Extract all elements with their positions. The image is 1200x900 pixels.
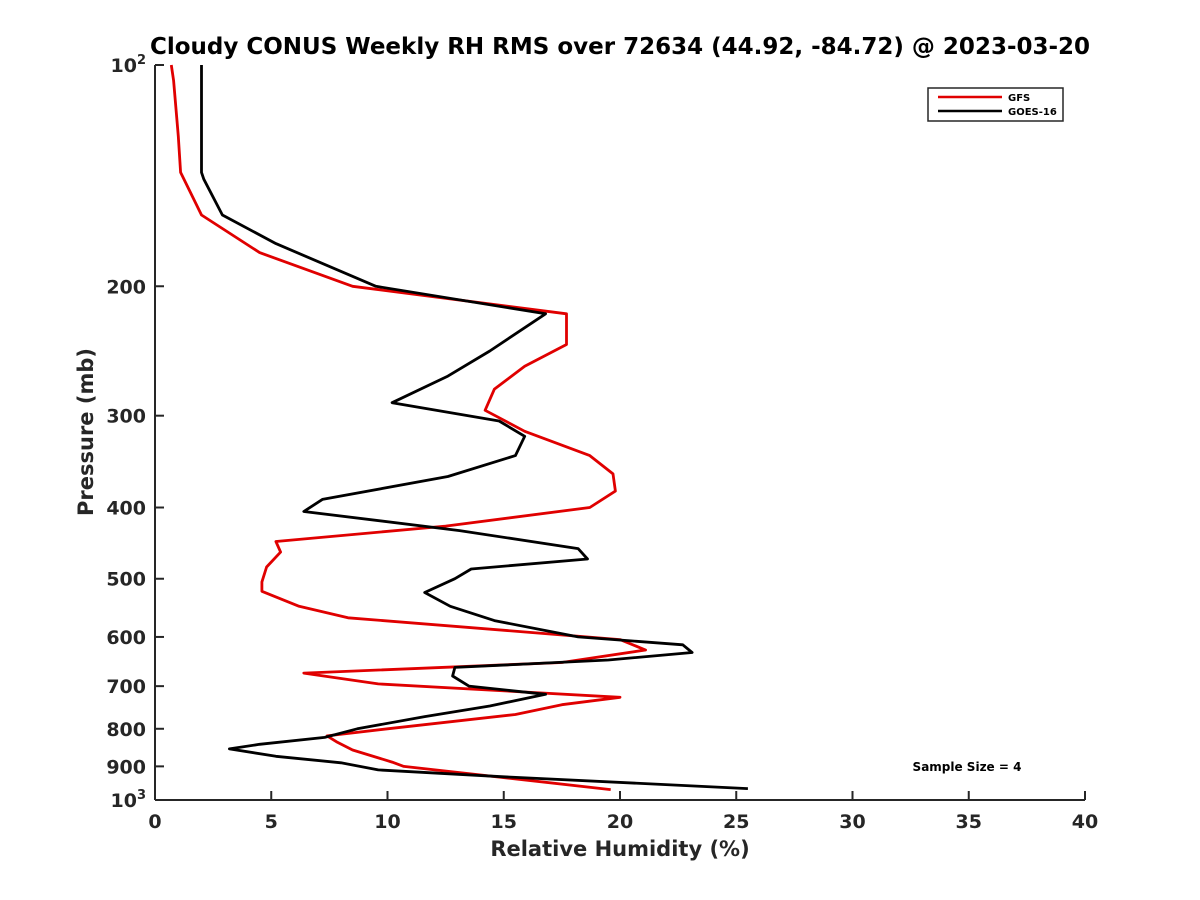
chart-title: Cloudy CONUS Weekly RH RMS over 72634 (4… bbox=[150, 34, 1090, 60]
x-tick-label: 25 bbox=[723, 811, 749, 833]
y-tick-label: 900 bbox=[106, 756, 146, 778]
axes bbox=[154, 65, 1085, 801]
y-tick-label: 400 bbox=[106, 498, 146, 520]
y-tick-label: 300 bbox=[106, 406, 146, 428]
legend: GFS GOES-16 bbox=[927, 87, 1064, 122]
y-tick-label-base: 700 bbox=[106, 676, 146, 698]
y-tick-label-base: 10 bbox=[111, 790, 137, 812]
legend-label-goes16: GOES-16 bbox=[1008, 107, 1057, 118]
x-tick-label: 5 bbox=[265, 811, 278, 833]
y-tick-label: 103 bbox=[111, 788, 147, 812]
y-tick-label: 102 bbox=[111, 53, 147, 77]
series-line-gfs bbox=[169, 64, 647, 791]
x-axis-ticks: 0 5 10 15 20 25 30 35 40 bbox=[148, 791, 1098, 833]
y-tick-label-base: 400 bbox=[106, 498, 146, 520]
x-tick-label: 15 bbox=[491, 811, 517, 833]
x-tick-label: 30 bbox=[839, 811, 865, 833]
x-tick-label: 35 bbox=[956, 811, 982, 833]
x-tick-label: 10 bbox=[374, 811, 400, 833]
y-axis-title: Pressure (mb) bbox=[74, 348, 98, 516]
legend-label-gfs: GFS bbox=[1008, 93, 1030, 104]
y-tick-label-exponent: 2 bbox=[137, 53, 146, 68]
y-tick-label: 200 bbox=[106, 276, 146, 298]
series-lines bbox=[169, 64, 748, 791]
y-tick-label-base: 10 bbox=[111, 55, 137, 77]
y-tick-label-base: 200 bbox=[106, 276, 146, 298]
x-tick-label: 40 bbox=[1072, 811, 1098, 833]
x-axis-title: Relative Humidity (%) bbox=[490, 837, 749, 861]
y-tick-label-base: 500 bbox=[106, 569, 146, 591]
series-line-goes16 bbox=[200, 65, 748, 790]
y-tick-label-base: 300 bbox=[106, 406, 146, 428]
y-tick-label: 800 bbox=[106, 719, 146, 741]
y-tick-label: 500 bbox=[106, 569, 146, 591]
x-tick-label: 20 bbox=[607, 811, 633, 833]
y-tick-label: 700 bbox=[106, 676, 146, 698]
y-tick-label-base: 600 bbox=[106, 627, 146, 649]
y-tick-label: 600 bbox=[106, 627, 146, 649]
sample-size-annotation: Sample Size = 4 bbox=[913, 760, 1022, 774]
y-tick-label-base: 900 bbox=[106, 756, 146, 778]
x-tick-label: 0 bbox=[148, 811, 161, 833]
y-tick-label-base: 800 bbox=[106, 719, 146, 741]
y-tick-label-exponent: 3 bbox=[137, 788, 146, 803]
legend-box bbox=[927, 87, 1064, 122]
